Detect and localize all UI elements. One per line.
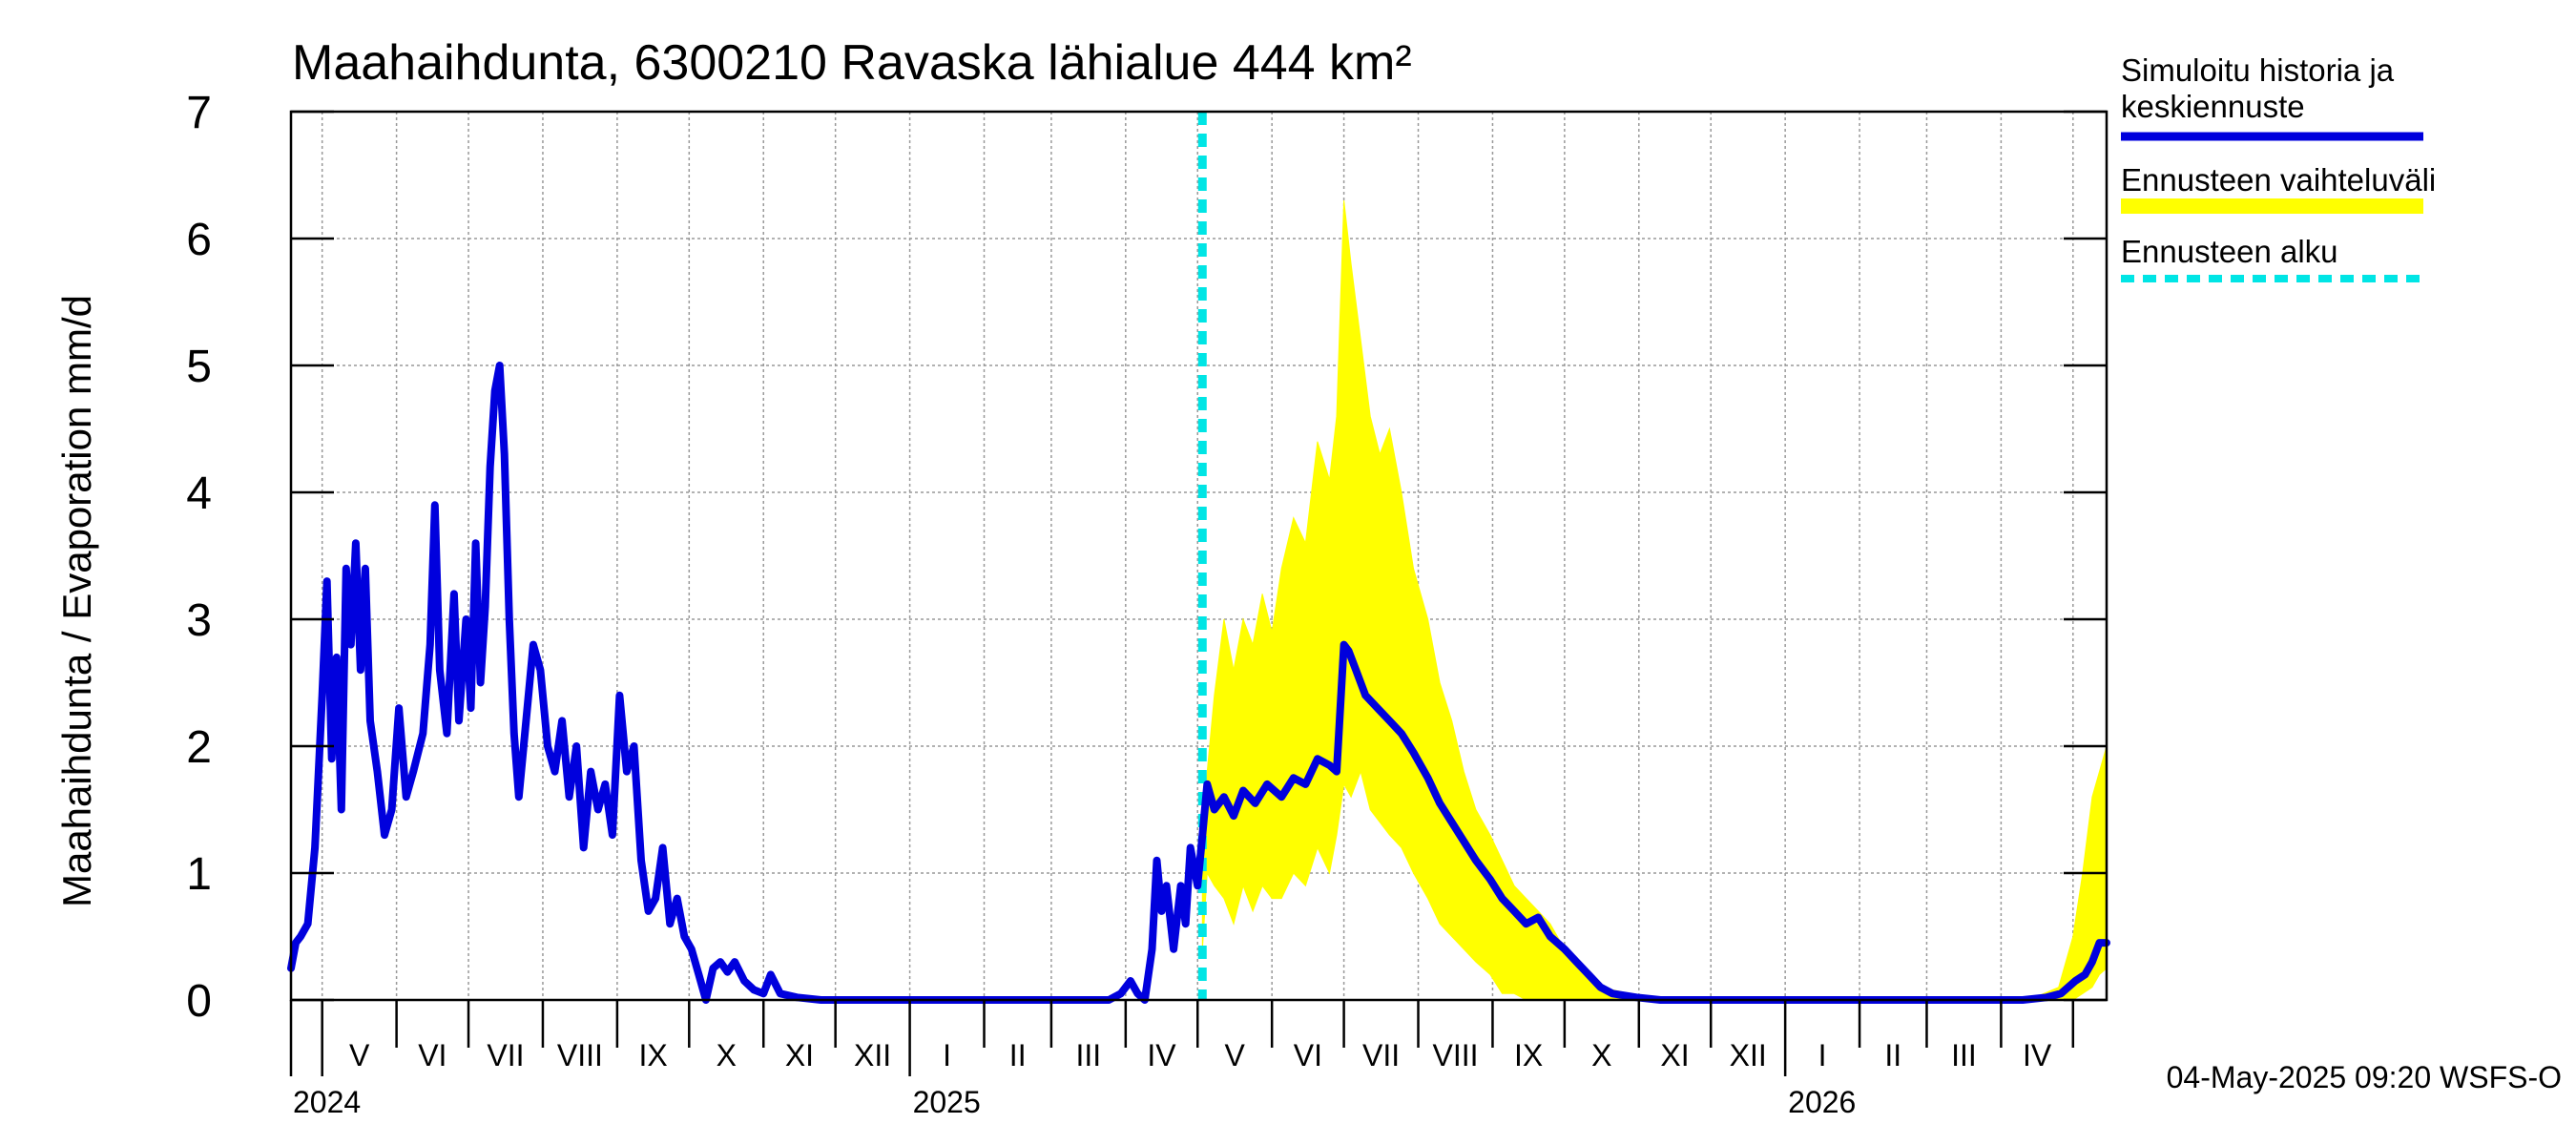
- y-tick-label: 2: [186, 722, 212, 773]
- month-tick-label: V: [349, 1038, 370, 1072]
- month-tick-label: VI: [418, 1038, 447, 1072]
- legend-label: Ennusteen alku: [2121, 234, 2338, 269]
- y-axis-label: Maahaihdunta / Evaporation mm/d: [54, 295, 99, 907]
- year-label: 2025: [913, 1085, 981, 1119]
- month-tick-label: VI: [1294, 1038, 1322, 1072]
- plot-frame: [289, 110, 2109, 1002]
- month-tick-label: V: [1225, 1038, 1246, 1072]
- legend-label: Ennusteen vaihteluväli: [2121, 162, 2436, 198]
- month-tick-label: XII: [854, 1038, 891, 1072]
- month-tick-label: I: [943, 1038, 951, 1072]
- month-tick-label: IX: [638, 1038, 667, 1072]
- month-tick-label: X: [1591, 1038, 1611, 1072]
- legend-label: keskiennuste: [2121, 89, 2305, 124]
- chart-title: Maahaihdunta, 6300210 Ravaska lähialue 4…: [292, 35, 1412, 91]
- month-tick-label: II: [1009, 1038, 1027, 1072]
- month-tick-label: VIII: [1432, 1038, 1478, 1072]
- y-tick-label: 7: [186, 88, 212, 138]
- month-tick-label: XI: [785, 1038, 814, 1072]
- year-label: 2024: [293, 1085, 361, 1119]
- month-tick-label: III: [1951, 1038, 1977, 1072]
- y-tick-label: 6: [186, 215, 212, 265]
- y-tick-label: 4: [186, 468, 212, 519]
- month-tick-label: XII: [1730, 1038, 1767, 1072]
- footer-timestamp: 04-May-2025 09:20 WSFS-O: [2167, 1060, 2562, 1094]
- year-label: 2026: [1788, 1085, 1856, 1119]
- y-tick-label: 0: [186, 976, 212, 1027]
- month-tick-label: III: [1076, 1038, 1102, 1072]
- month-tick-label: IV: [1147, 1038, 1176, 1072]
- month-tick-label: VII: [1362, 1038, 1400, 1072]
- series-layer: [287, 112, 2110, 1004]
- y-tick-label: 5: [186, 342, 212, 392]
- month-tick-label: IX: [1514, 1038, 1543, 1072]
- month-tick-label: VIII: [557, 1038, 603, 1072]
- simulated-series-line: [287, 362, 2110, 1004]
- month-tick-label: XI: [1660, 1038, 1689, 1072]
- month-tick-label: X: [717, 1038, 737, 1072]
- month-tick-label: IV: [2023, 1038, 2052, 1072]
- y-tick-label: 1: [186, 849, 212, 900]
- month-tick-label: I: [1818, 1038, 1827, 1072]
- y-tick-label: 3: [186, 595, 212, 646]
- legend-label: Simuloitu historia ja: [2121, 52, 2395, 88]
- month-tick-label: VII: [487, 1038, 524, 1072]
- month-tick-label: II: [1884, 1038, 1901, 1072]
